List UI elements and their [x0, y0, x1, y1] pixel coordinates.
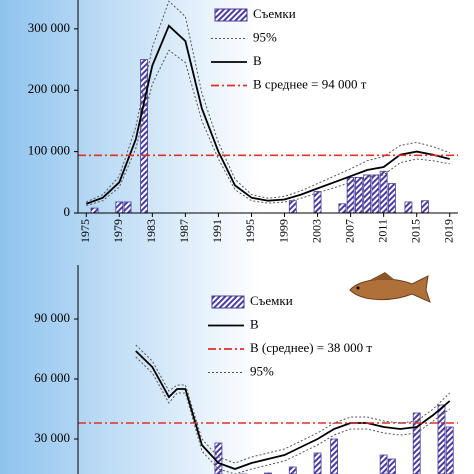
bar: [388, 183, 396, 213]
bar: [437, 404, 446, 474]
legend-swatch: [214, 8, 248, 22]
bar: [140, 59, 148, 213]
legend-label: B: [253, 53, 262, 68]
x-tick-label: 1975: [78, 219, 92, 243]
bar: [404, 201, 413, 213]
b-line: [135, 350, 451, 470]
ci-line: [135, 356, 450, 474]
ci-line: [135, 344, 451, 464]
legend-label: Съемки: [253, 6, 296, 21]
bar: [379, 454, 388, 474]
y-tick-label: 0: [64, 204, 71, 219]
y-tick-label: 300 000: [28, 20, 70, 35]
bar: [288, 466, 297, 474]
plot-area: [78, 0, 458, 213]
bar: [313, 191, 322, 213]
bar: [445, 426, 454, 474]
x-tick-label: 2015: [408, 219, 422, 243]
bar: [412, 412, 421, 474]
ci-line: [86, 49, 450, 207]
bar: [90, 207, 99, 213]
legend-label: B (среднее) = 38 000 т: [250, 340, 372, 355]
b-line: [85, 24, 450, 205]
fish-icon: [349, 272, 431, 303]
legend-swatch: [211, 295, 245, 309]
x-tick-label: 1995: [243, 219, 257, 243]
x-tick-label: 1991: [210, 219, 224, 243]
bar: [379, 170, 388, 213]
x-tick-label: 1979: [111, 219, 125, 243]
x-tick-label: 2011: [375, 219, 389, 243]
legend-label: B: [250, 316, 259, 331]
y-tick-label: 90 000: [34, 310, 70, 325]
bar: [313, 452, 322, 474]
bar: [288, 200, 297, 213]
x-tick-label: 1983: [144, 219, 158, 243]
bar: [330, 438, 338, 474]
x-tick-label: 2003: [309, 219, 323, 243]
bar: [354, 176, 363, 213]
legend-label: 95%: [253, 29, 277, 44]
y-tick-label: 100 000: [28, 143, 70, 158]
y-tick-label: 30 000: [34, 430, 70, 445]
bar: [123, 201, 132, 213]
bar: [421, 200, 429, 213]
x-tick-label: 2007: [342, 219, 356, 243]
plot-area: [78, 344, 458, 474]
legend-label: Съемки: [250, 293, 293, 308]
ci-line: [86, 0, 450, 203]
bar: [388, 458, 396, 474]
x-tick-label: 1999: [276, 219, 290, 243]
bar: [115, 201, 124, 213]
y-tick-label: 60 000: [34, 370, 70, 385]
bar: [338, 203, 347, 213]
legend-label: B среднее = 94 000 т: [253, 76, 367, 91]
x-tick-label: 2019: [441, 219, 455, 243]
bar: [371, 174, 380, 213]
legend-label: 95%: [250, 363, 274, 378]
x-tick-label: 1987: [177, 219, 191, 243]
bar: [363, 174, 372, 213]
y-tick-label: 200 000: [28, 81, 70, 96]
